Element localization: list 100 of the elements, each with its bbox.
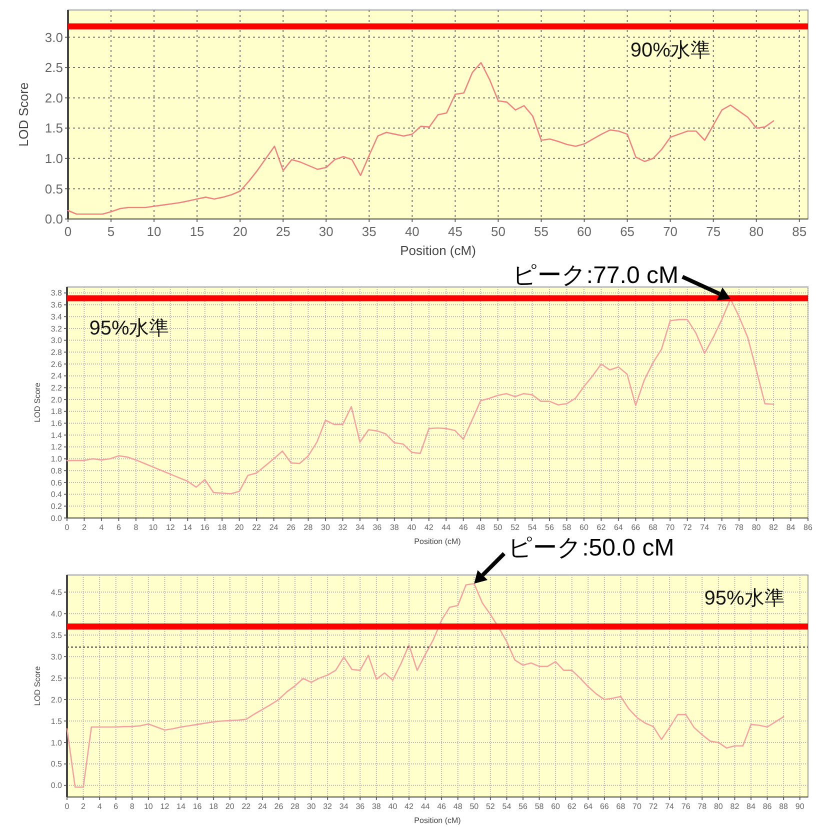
x-tick-label: 86	[762, 802, 772, 811]
x-tick-label: 50	[491, 224, 506, 239]
x-tick-label: 40	[404, 224, 420, 239]
y-tick-label: 1.6	[50, 419, 63, 428]
x-tick-label: 18	[209, 802, 219, 811]
x-tick-label: 24	[269, 523, 279, 532]
x-tick-label: 12	[166, 523, 176, 532]
x-tick-label: 62	[567, 802, 577, 811]
x-tick-label: 78	[698, 802, 708, 811]
x-tick-label: 62	[596, 523, 606, 532]
y-tick-label: 1.8	[50, 407, 63, 416]
y-tick-label: 3.0	[50, 336, 63, 346]
x-tick-label: 10	[146, 224, 162, 239]
y-tick-label: 3.4	[50, 312, 63, 322]
x-tick-label: 66	[631, 523, 641, 532]
x-tick-label: 76	[681, 802, 691, 811]
x-tick-label: 22	[252, 523, 262, 532]
x-tick-label: 72	[682, 523, 692, 532]
y-tick-label: 0.0	[50, 781, 63, 790]
x-tick-label: 64	[614, 523, 624, 532]
x-tick-label: 6	[114, 802, 119, 811]
x-tick-label: 86	[804, 523, 813, 532]
y-tick-label: 2.0	[50, 695, 63, 704]
y-tick-label: 0.4	[50, 490, 63, 500]
y-tick-label: 2.0	[44, 90, 63, 106]
x-tick-label: 18	[218, 523, 228, 532]
x-tick-label: 66	[600, 802, 610, 811]
x-tick-label: 30	[321, 523, 330, 532]
x-tick-label: 28	[290, 802, 300, 811]
x-tick-label: 20	[232, 224, 248, 239]
y-tick-label: 0.6	[50, 478, 63, 488]
x-tick-label: 48	[453, 802, 463, 811]
y-tick-label: 0.5	[44, 181, 63, 196]
x-tick-label: 20	[225, 802, 235, 811]
x-tick-label: 82	[769, 523, 779, 532]
x-tick-label: 34	[339, 802, 349, 811]
y-axis-title: LOD Score	[16, 82, 32, 147]
y-tick-label: 3.0	[44, 30, 63, 45]
x-tick-label: 46	[458, 523, 468, 532]
x-tick-label: 52	[510, 523, 520, 532]
x-tick-label: 26	[274, 802, 284, 811]
x-tick-label: 42	[424, 523, 434, 532]
x-tick-label: 65	[620, 224, 635, 239]
x-tick-label: 32	[323, 802, 333, 811]
x-tick-label: 80	[749, 224, 764, 239]
y-tick-label: 0.2	[50, 502, 63, 511]
y-tick-label: 4.0	[50, 609, 63, 618]
x-tick-label: 40	[388, 802, 398, 811]
x-tick-label: 22	[242, 802, 252, 811]
x-tick-label: 16	[192, 802, 202, 811]
x-tick-label: 0	[64, 802, 70, 811]
y-tick-label: 0.0	[44, 212, 63, 227]
y-tick-label: 1.4	[50, 430, 63, 440]
x-tick-label: 85	[792, 224, 807, 239]
y-tick-label: 0.0	[50, 514, 63, 523]
x-tick-label: 78	[734, 523, 744, 532]
y-tick-label: 1.0	[50, 454, 63, 464]
x-tick-label: 46	[437, 802, 447, 811]
x-tick-label: 38	[372, 802, 382, 811]
x-tick-label: 34	[356, 523, 365, 532]
x-tick-label: 15	[190, 224, 204, 239]
y-tick-label: 2.5	[50, 674, 63, 683]
x-tick-label: 0	[64, 523, 70, 532]
y-tick-label: 3.0	[50, 652, 63, 662]
x-tick-label: 2	[81, 802, 86, 811]
y-tick-label: 2.5	[44, 60, 63, 76]
x-axis-title: Position (cM)	[400, 243, 476, 258]
x-tick-label: 42	[404, 802, 414, 811]
x-tick-label: 14	[176, 802, 186, 811]
x-tick-label: 60	[580, 523, 589, 532]
x-tick-label: 60	[551, 802, 561, 811]
x-tick-label: 30	[306, 802, 316, 811]
x-tick-label: 12	[160, 802, 170, 811]
x-axis-title: Position (cM)	[414, 537, 462, 546]
y-tick-label: 1.5	[44, 120, 63, 136]
ref-line-label: 90%水準	[630, 39, 710, 62]
x-tick-label: 68	[616, 802, 626, 811]
x-tick-label: 45	[448, 224, 462, 239]
ref-line-label: 95%水準	[89, 317, 170, 340]
y-tick-label: 0.8	[50, 466, 63, 476]
x-tick-label: 54	[528, 523, 538, 532]
y-tick-label: 3.8	[50, 288, 63, 298]
y-tick-label: 1.2	[50, 442, 63, 452]
x-tick-label: 56	[518, 802, 528, 811]
y-tick-label: 1.0	[50, 738, 63, 748]
y-tick-label: 2.4	[50, 372, 63, 381]
x-tick-label: 56	[545, 523, 555, 532]
x-tick-label: 20	[234, 523, 244, 532]
y-tick-label: 2.8	[50, 348, 63, 357]
x-tick-label: 26	[286, 523, 296, 532]
line-series	[67, 62, 774, 215]
x-tick-label: 32	[338, 523, 348, 532]
x-tick-label: 25	[276, 224, 290, 239]
y-tick-label: 2.6	[50, 360, 63, 369]
x-tick-label: 36	[372, 523, 382, 532]
x-tick-label: 8	[134, 523, 139, 532]
annotation: ピーク:77.0 cM	[512, 262, 678, 289]
x-tick-label: 10	[144, 802, 154, 811]
x-tick-label: 75	[706, 224, 721, 239]
x-tick-label: 84	[786, 523, 796, 532]
